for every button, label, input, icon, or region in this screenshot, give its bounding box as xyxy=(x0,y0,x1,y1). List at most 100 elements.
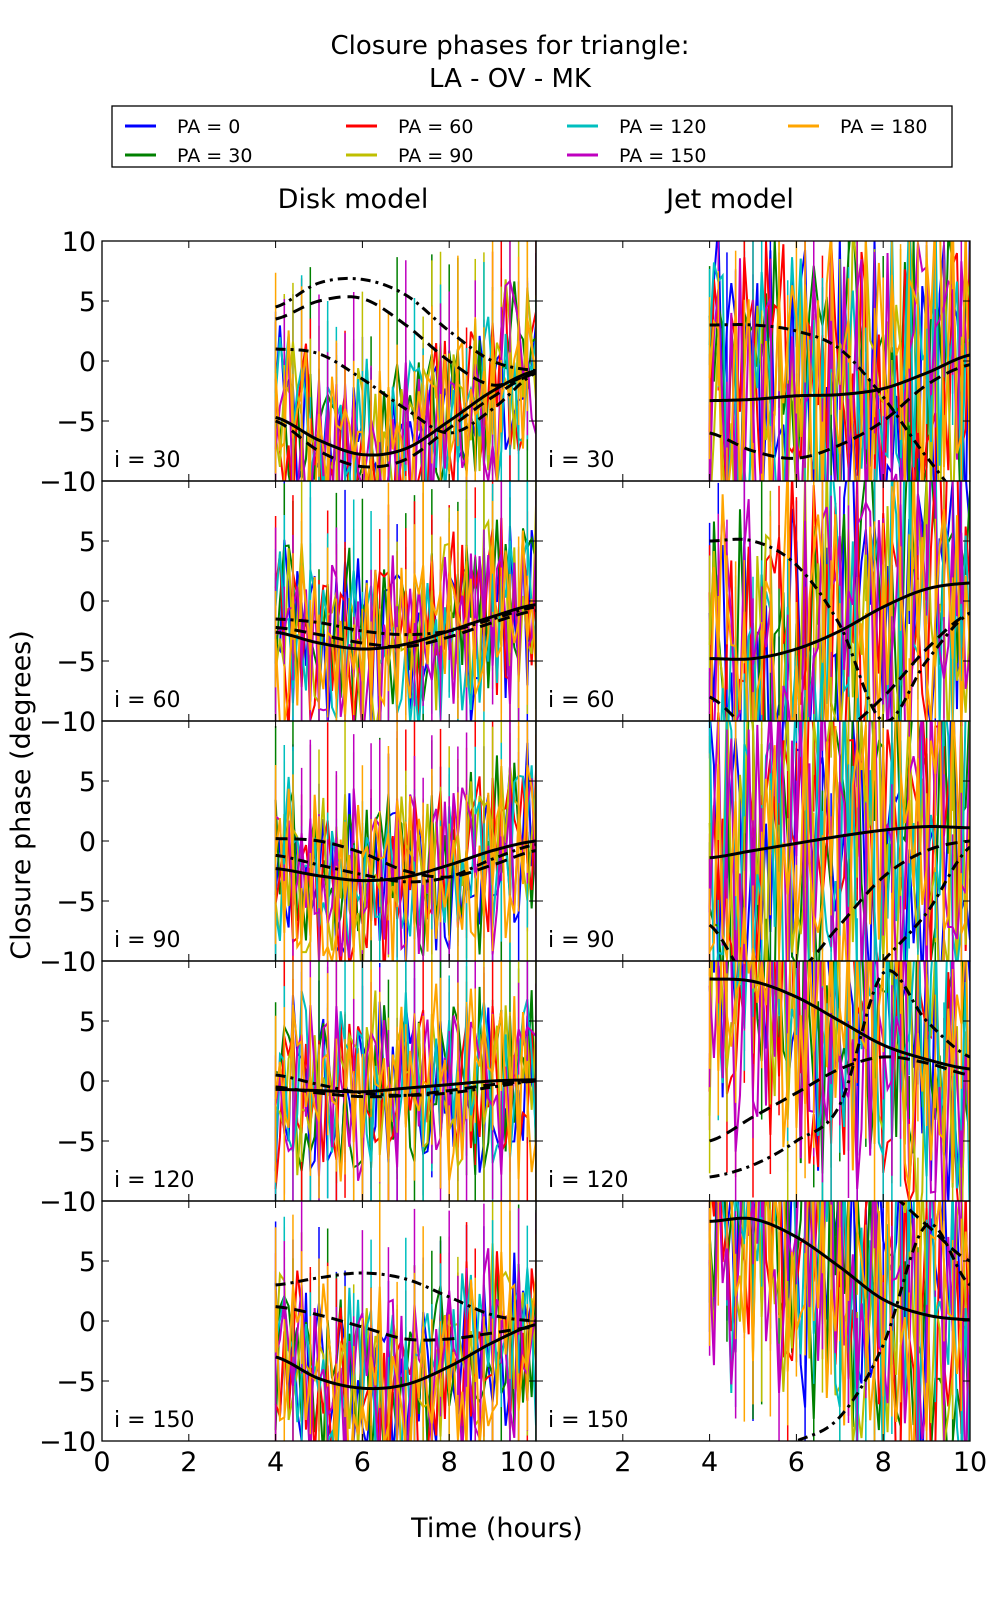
model-curve-dashed xyxy=(275,1079,536,1099)
y-tick-label: 0 xyxy=(79,827,96,858)
model-curve-dashdot xyxy=(792,1222,970,1441)
y-tick-label: 0 xyxy=(79,587,96,618)
legend-label: PA = 90 xyxy=(398,145,473,167)
y-tick-label: 5 xyxy=(79,1247,96,1278)
y-tick-label: −10 xyxy=(39,707,96,738)
model-curve-solid xyxy=(275,839,536,883)
model-curve-solid xyxy=(709,353,970,403)
panel-0-4 xyxy=(274,1201,536,1441)
model-curve-dashdot xyxy=(275,347,536,435)
x-axis-label: Time (hours) xyxy=(410,1513,583,1544)
model-curve-dashdot xyxy=(275,276,536,373)
inclination-label: i = 150 xyxy=(548,1408,629,1433)
model-curve-dashed xyxy=(708,611,970,721)
y-tick-label: −10 xyxy=(39,947,96,978)
legend-frame xyxy=(111,105,953,168)
series-line-pa-150 xyxy=(708,481,970,721)
model-curve-solid xyxy=(275,1323,536,1391)
inclination-label: i = 120 xyxy=(114,1168,195,1193)
x-tick-label: 8 xyxy=(875,1447,892,1478)
inclination-label: i = 90 xyxy=(114,928,181,953)
y-tick-label: −5 xyxy=(56,1367,96,1398)
model-curve-dashed xyxy=(709,363,970,460)
y-tick-label: −5 xyxy=(56,407,96,438)
model-curve-dashdot xyxy=(275,1271,536,1323)
inclination-label: i = 90 xyxy=(548,928,615,953)
y-tick-label: −10 xyxy=(39,1187,96,1218)
y-tick-label: −5 xyxy=(56,887,96,918)
y-tick-label: −5 xyxy=(56,1127,96,1158)
x-tick-label: 8 xyxy=(441,1447,458,1478)
inclination-label: i = 120 xyxy=(548,1168,629,1193)
x-tick-label: 2 xyxy=(614,1447,631,1478)
y-tick-label: 5 xyxy=(79,767,96,798)
series-line-pa-180 xyxy=(708,1201,970,1441)
x-tick-label: 0 xyxy=(93,1447,110,1478)
x-tick-label: 0 xyxy=(539,1447,556,1478)
x-tick-label: 2 xyxy=(180,1447,197,1478)
inclination-label: i = 60 xyxy=(548,688,615,713)
model-curve-solid xyxy=(275,603,536,651)
column-title-disk: Disk model xyxy=(278,184,429,215)
series-line-pa-180 xyxy=(274,1251,536,1441)
y-tick-label: 5 xyxy=(79,1007,96,1038)
legend-label: PA = 0 xyxy=(177,116,240,138)
model-curve-dashdot xyxy=(275,843,536,884)
y-axis-label: Closure phase (degrees) xyxy=(6,630,37,960)
panel-0-3 xyxy=(274,961,536,1201)
y-tick-label: 5 xyxy=(79,287,96,318)
legend-label: PA = 30 xyxy=(177,145,252,167)
panel-1-1 xyxy=(708,481,970,721)
series-line-pa-180 xyxy=(708,961,970,1191)
x-tick-label: 4 xyxy=(267,1447,284,1478)
model-curve-dashed xyxy=(275,609,536,649)
legend-label: PA = 180 xyxy=(840,116,928,138)
series-line-pa-180 xyxy=(708,721,970,961)
series-line-pa-90 xyxy=(708,481,970,721)
y-tick-label: 0 xyxy=(79,1307,96,1338)
inclination-label: i = 150 xyxy=(114,1408,195,1433)
y-tick-label: −10 xyxy=(39,1427,96,1458)
model-curve-dashdot xyxy=(709,537,970,721)
series-line-pa-180 xyxy=(274,318,536,481)
column-title-jet: Jet model xyxy=(664,184,794,215)
panel-1-0 xyxy=(708,241,970,481)
model-curve-solid xyxy=(709,825,970,860)
x-tick-label: 4 xyxy=(701,1447,718,1478)
panel-0-1 xyxy=(274,481,536,721)
panel-0-0 xyxy=(274,241,536,481)
model-curve-dashdot xyxy=(709,969,970,1179)
inclination-label: i = 30 xyxy=(548,448,615,473)
series-line-pa-180 xyxy=(274,983,536,1182)
legend-label: PA = 60 xyxy=(398,116,473,138)
x-tick-label: 10 xyxy=(500,1447,534,1478)
model-curve-dashdot xyxy=(275,605,536,637)
x-tick-label: 10 xyxy=(953,1447,987,1478)
model-curve-dashed xyxy=(275,1305,536,1342)
legend-label: PA = 120 xyxy=(619,116,707,138)
x-tick-label: 6 xyxy=(354,1447,371,1478)
model-curve-dashed xyxy=(709,1055,970,1143)
inclination-label: i = 30 xyxy=(114,448,181,473)
series-line-pa-180 xyxy=(274,764,536,961)
series-line-pa-180 xyxy=(708,241,970,481)
series-line-pa-180 xyxy=(274,530,536,721)
model-curve-solid xyxy=(275,369,536,457)
y-tick-label: 0 xyxy=(79,1067,96,1098)
y-tick-label: 5 xyxy=(79,527,96,558)
y-tick-label: −5 xyxy=(56,647,96,678)
model-curve-dashed xyxy=(275,837,536,879)
panel-1-4 xyxy=(708,1201,970,1441)
legend: PA = 0 PA = 30 PA = 60 PA = 90 PA = 120 PA = … xyxy=(111,105,953,168)
y-tick-label: 10 xyxy=(62,227,96,258)
panel-1-2 xyxy=(708,721,970,961)
inclination-label: i = 60 xyxy=(114,688,181,713)
model-curve-dashdot xyxy=(275,1073,536,1097)
x-tick-label: 6 xyxy=(788,1447,805,1478)
series-line-pa-180 xyxy=(709,481,970,721)
panel-0-2 xyxy=(274,721,536,961)
model-curve-solid xyxy=(275,1078,536,1094)
y-tick-label: −10 xyxy=(39,467,96,498)
legend-label: PA = 150 xyxy=(619,145,707,167)
